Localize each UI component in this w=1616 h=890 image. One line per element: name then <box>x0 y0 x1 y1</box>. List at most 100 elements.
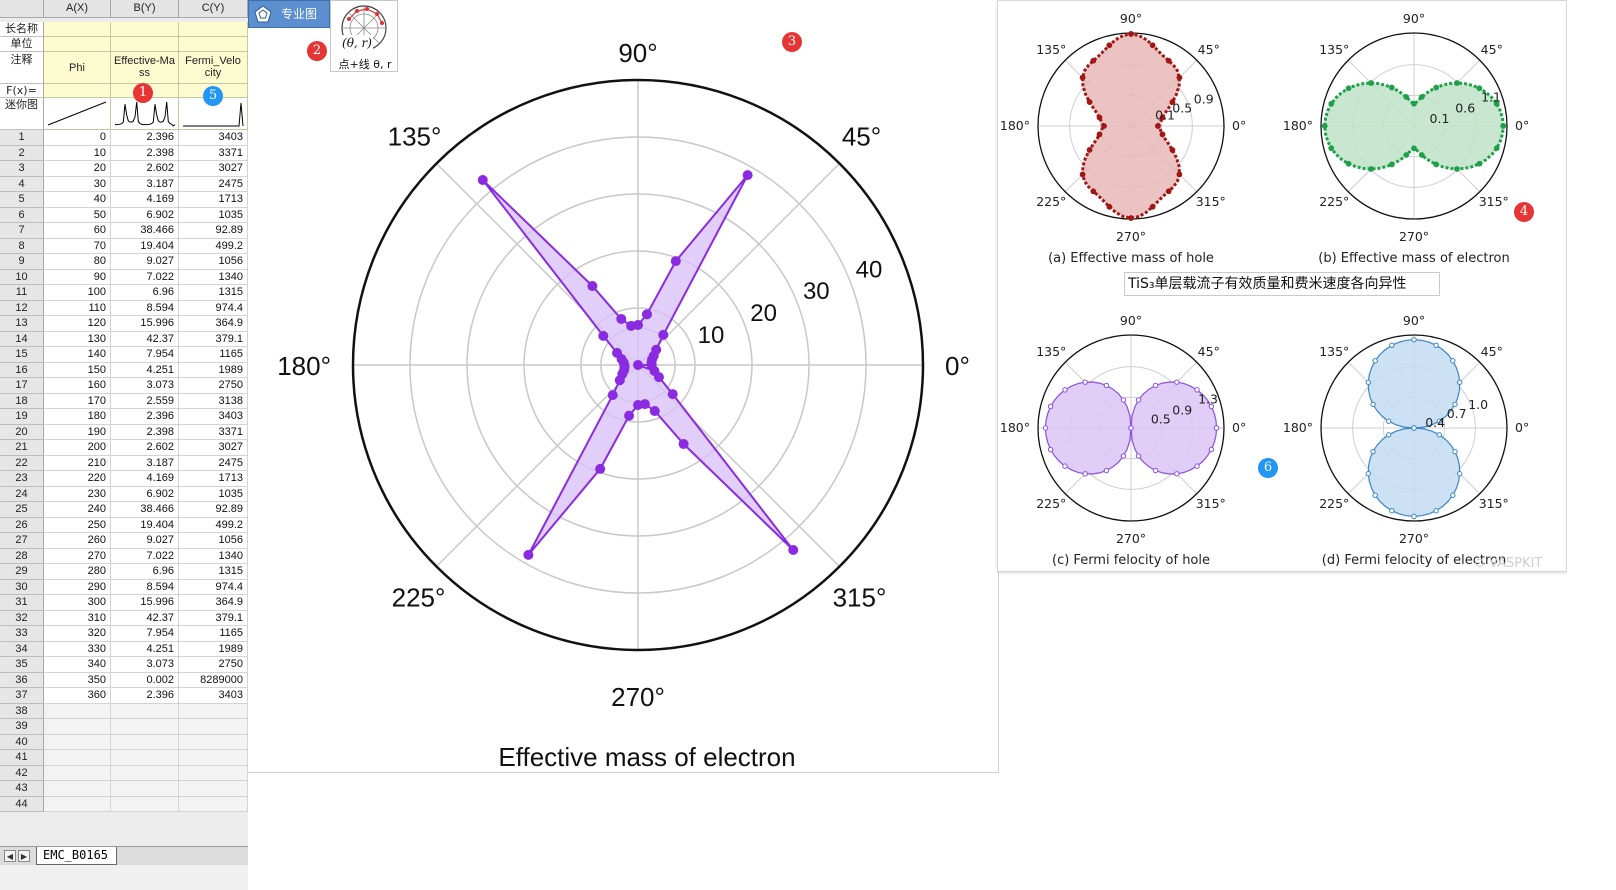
table-cell[interactable]: 280 <box>44 564 111 580</box>
row-number[interactable]: 29 <box>0 564 44 580</box>
table-row[interactable]: 33 320 7.954 1165 <box>0 626 248 642</box>
table-cell[interactable]: 2.398 <box>111 145 179 161</box>
table-cell[interactable]: 300 <box>44 595 111 611</box>
table-cell[interactable]: 9.027 <box>111 254 179 270</box>
table-row[interactable]: 13 120 15.996 364.9 <box>0 316 248 332</box>
table-row[interactable]: 22 210 3.187 2475 <box>0 455 248 471</box>
sheet-tab[interactable]: EMC_B0165 <box>36 847 118 865</box>
row-number[interactable]: 34 <box>0 641 44 657</box>
row-number[interactable]: 31 <box>0 595 44 611</box>
table-row[interactable]: 15 140 7.954 1165 <box>0 347 248 363</box>
table-cell[interactable]: 7.022 <box>111 548 179 564</box>
table-cell[interactable]: 38.466 <box>111 223 179 239</box>
table-cell[interactable] <box>111 765 179 781</box>
table-row[interactable]: 5 40 4.169 1713 <box>0 192 248 208</box>
row-number[interactable]: 10 <box>0 269 44 285</box>
table-cell[interactable]: 230 <box>44 486 111 502</box>
data-point[interactable] <box>616 313 627 324</box>
table-row[interactable]: 39 <box>0 719 248 735</box>
table-cell[interactable]: 9.027 <box>111 533 179 549</box>
sparkline-a[interactable] <box>44 98 111 130</box>
row-number[interactable]: 5 <box>0 192 44 208</box>
table-cell[interactable]: 19.404 <box>111 517 179 533</box>
data-point[interactable] <box>646 360 657 370</box>
table-cell[interactable]: 499.2 <box>179 238 248 254</box>
table-cell[interactable]: 7.022 <box>111 269 179 285</box>
table-row[interactable]: 36 350 0.002 8289000 <box>0 672 248 688</box>
table-cell[interactable]: 92.89 <box>179 223 248 239</box>
data-point[interactable] <box>651 344 662 355</box>
table-cell[interactable]: 60 <box>44 223 111 239</box>
table-cell[interactable]: 360 <box>44 688 111 704</box>
table-cell[interactable]: 1056 <box>179 254 248 270</box>
data-point[interactable] <box>678 438 689 449</box>
table-cell[interactable]: 42.37 <box>111 610 179 626</box>
table-cell[interactable]: 270 <box>44 548 111 564</box>
table-cell[interactable]: 2475 <box>179 176 248 192</box>
table-row[interactable]: 43 <box>0 781 248 797</box>
table-cell[interactable] <box>179 796 248 812</box>
table-cell[interactable]: 2.396 <box>111 688 179 704</box>
table-cell[interactable]: 42.37 <box>111 331 179 347</box>
table-cell[interactable]: 240 <box>44 502 111 518</box>
table-row[interactable]: 24 230 6.902 1035 <box>0 486 248 502</box>
meta-cell[interactable] <box>111 22 179 37</box>
table-row[interactable]: 11 100 6.96 1315 <box>0 285 248 301</box>
row-number[interactable]: 20 <box>0 424 44 440</box>
specialized-plots-tab[interactable]: 专业图 <box>248 0 330 28</box>
row-number[interactable]: 36 <box>0 672 44 688</box>
table-cell[interactable]: 190 <box>44 424 111 440</box>
row-number[interactable]: 37 <box>0 688 44 704</box>
data-point[interactable] <box>639 399 650 410</box>
comment-cell-c[interactable]: Fermi_Velo city <box>179 52 248 84</box>
row-number[interactable]: 38 <box>0 703 44 719</box>
table-cell[interactable] <box>179 734 248 750</box>
data-point[interactable] <box>633 360 644 371</box>
table-cell[interactable]: 1165 <box>179 626 248 642</box>
table-row[interactable]: 16 150 4.251 1989 <box>0 362 248 378</box>
data-point[interactable] <box>649 406 660 417</box>
table-cell[interactable]: 2.559 <box>111 393 179 409</box>
row-number[interactable]: 18 <box>0 393 44 409</box>
table-cell[interactable] <box>179 765 248 781</box>
table-cell[interactable]: 2.396 <box>111 409 179 425</box>
table-row[interactable]: 2 10 2.398 3371 <box>0 145 248 161</box>
main-polar-chart[interactable]: 0° 45° 90° 135° 180° 225° 270° 315° 10 20 30 40 Eff… <box>248 0 999 773</box>
table-cell[interactable]: 3138 <box>179 393 248 409</box>
table-cell[interactable] <box>179 750 248 766</box>
row-number[interactable]: 22 <box>0 455 44 471</box>
table-cell[interactable]: 3.073 <box>111 657 179 673</box>
row-number[interactable]: 43 <box>0 781 44 797</box>
table-row[interactable]: 35 340 3.073 2750 <box>0 657 248 673</box>
table-cell[interactable]: 3371 <box>179 145 248 161</box>
table-cell[interactable] <box>179 719 248 735</box>
table-row[interactable]: 9 80 9.027 1056 <box>0 254 248 270</box>
table-cell[interactable]: 1035 <box>179 486 248 502</box>
table-cell[interactable]: 330 <box>44 641 111 657</box>
row-number[interactable]: 32 <box>0 610 44 626</box>
table-cell[interactable]: 15.996 <box>111 316 179 332</box>
row-number[interactable]: 24 <box>0 486 44 502</box>
col-header-b[interactable]: B(Y) <box>111 0 179 18</box>
row-number[interactable]: 23 <box>0 471 44 487</box>
table-row[interactable]: 21 200 2.602 3027 <box>0 440 248 456</box>
table-row[interactable]: 42 <box>0 765 248 781</box>
data-point[interactable] <box>626 320 637 331</box>
table-cell[interactable] <box>44 734 111 750</box>
col-header-c[interactable]: C(Y) <box>179 0 248 18</box>
table-row[interactable]: 27 260 9.027 1056 <box>0 533 248 549</box>
table-row[interactable]: 20 190 2.398 3371 <box>0 424 248 440</box>
table-cell[interactable]: 364.9 <box>179 316 248 332</box>
table-cell[interactable]: 350 <box>44 672 111 688</box>
row-number[interactable]: 27 <box>0 533 44 549</box>
data-point[interactable] <box>667 389 678 400</box>
row-number[interactable]: 9 <box>0 254 44 270</box>
table-cell[interactable]: 10 <box>44 145 111 161</box>
table-cell[interactable]: 1340 <box>179 269 248 285</box>
comment-cell-b[interactable]: Effective-Ma ss <box>111 52 179 84</box>
formula-cell[interactable] <box>44 84 111 98</box>
table-cell[interactable] <box>111 719 179 735</box>
table-row[interactable]: 6 50 6.902 1035 <box>0 207 248 223</box>
table-cell[interactable]: 3371 <box>179 424 248 440</box>
table-cell[interactable]: 1713 <box>179 192 248 208</box>
